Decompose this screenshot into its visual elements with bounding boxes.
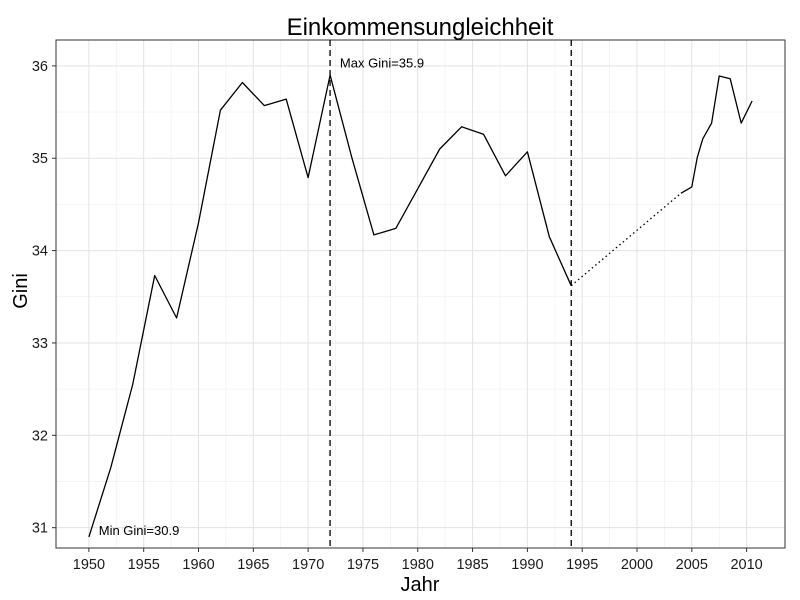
y-tick-label: 35 [32,151,48,167]
y-tick-label: 34 [32,244,48,260]
x-tick-label: 2010 [730,557,762,573]
gini-series-line-dotted [570,192,682,287]
x-tick-label: 1950 [73,557,105,573]
x-axis: 1950 1955 1960 1965 1970 1975 1980 1985 1990 1995… [73,548,763,573]
y-tick-label: 33 [32,336,48,352]
annotation-label: Min Gini=30.9 [99,523,180,538]
gini-series-line [680,75,753,194]
gini-series-line [88,74,572,538]
y-tick-label: 32 [32,428,48,444]
x-tick-label: 1970 [292,557,324,573]
vertical-lines [329,40,572,548]
x-tick-label: 1960 [182,557,214,573]
x-tick-label: 1980 [402,557,434,573]
y-tick-label: 36 [32,59,48,75]
x-axis-title: Jahr [401,574,440,596]
series-lines [88,74,753,538]
x-tick-label: 1955 [128,557,160,573]
x-tick-label: 1995 [566,557,598,573]
x-tick-label: 1975 [347,557,379,573]
x-tick-label: 1990 [511,557,543,573]
y-axis-title: Gini [10,273,32,309]
x-tick-label: 1965 [237,557,269,573]
panel-border [55,39,786,549]
x-tick-label: 1985 [456,557,488,573]
y-axis: 31 32 33 34 35 36 [32,59,56,537]
annotation-label: Max Gini=35.9 [340,56,424,71]
x-tick-label: 2005 [676,557,708,573]
x-tick-label: 2000 [621,557,653,573]
grid-layer [56,40,785,548]
annotations: Max Gini=35.9 Min Gini=30.9 [99,56,424,538]
chart-title: Einkommensungleichheit [287,14,554,41]
y-tick-label: 31 [32,521,48,537]
